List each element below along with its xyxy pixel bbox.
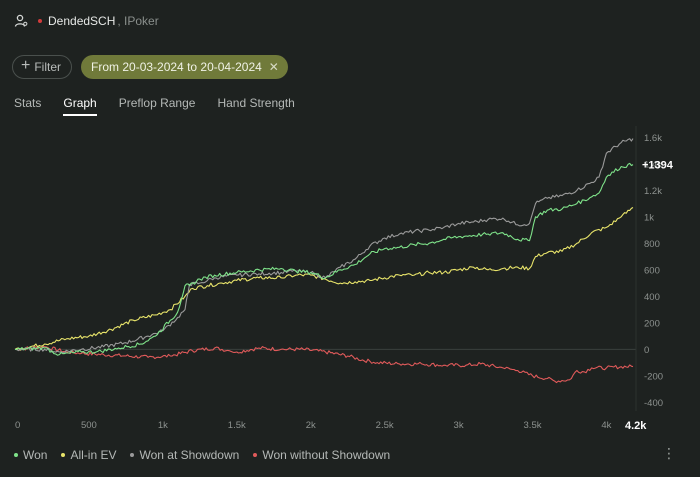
plus-icon: + [21, 57, 31, 74]
x-tick-label: 0 [15, 420, 20, 431]
date-range-chip[interactable]: From 20-03-2024 to 20-04-2024 ✕ [81, 55, 288, 79]
kebab-menu-icon[interactable]: ⋮ [662, 445, 676, 461]
legend-dot-icon [14, 453, 18, 457]
chart-legend: Won All-in EV Won at Showdown Won without S… [14, 448, 390, 462]
y-tick-label: 400 [644, 292, 660, 303]
user-gear-icon[interactable] [14, 14, 28, 28]
chart-series [14, 138, 634, 384]
x-tick-label: 2.5k [376, 420, 394, 431]
x-tick-label: 2k [306, 420, 316, 431]
series-line-won [14, 162, 634, 356]
filter-button[interactable]: + Filter [12, 55, 73, 79]
legend-item[interactable]: All-in EV [61, 448, 116, 462]
y-tick-label: 1.2k [644, 186, 662, 197]
y-tick-label: 1.6k [644, 133, 662, 144]
legend-label: Won [23, 448, 48, 462]
tab-preflop-range[interactable]: Preflop Range [118, 96, 196, 110]
y-tick-label: 600 [644, 265, 660, 276]
network-name: , IPoker [117, 14, 159, 28]
legend-dot-icon [130, 453, 135, 457]
legend-dot-icon [253, 453, 258, 457]
legend-item[interactable]: Won at Showdown [130, 448, 239, 462]
y-tick-label: 1.4k [644, 159, 662, 170]
y-axis-labels: -400 -200 0 200 400 600 800 1k 1.2k 1.4k 1.6k [644, 133, 663, 409]
legend-label: Won without Showdown [262, 448, 391, 462]
player-name: DendedSCH [48, 14, 116, 28]
legend-label: All-in EV [70, 448, 117, 462]
x-tick-label: 1k [158, 420, 168, 431]
tab-hand-strength[interactable]: Hand Strength [217, 96, 295, 110]
filter-label: Filter [34, 60, 62, 74]
x-tick-label: 3.5k [524, 420, 542, 431]
x-tick-label: 500 [81, 420, 97, 431]
player-header: DendedSCH , IPoker [14, 12, 159, 30]
y-tick-label: 800 [644, 239, 660, 250]
date-range-label: From 20-03-2024 to 20-04-2024 [91, 60, 262, 74]
end-labels: +1394 [642, 160, 674, 172]
legend-label: Won at Showdown [139, 448, 240, 462]
legend-item[interactable]: Won [14, 448, 47, 462]
tab-graph[interactable]: Graph [63, 96, 97, 116]
y-tick-label: -200 [644, 371, 663, 382]
series-line-won-without-showdown [14, 345, 634, 384]
x-end-label: 4.2k [625, 420, 647, 432]
x-tick-label: 1.5k [228, 420, 246, 431]
x-tick-label: 3k [454, 420, 464, 431]
legend-dot-icon [61, 453, 66, 457]
filter-bar: + Filter From 20-03-2024 to 20-04-2024 ✕ [12, 55, 288, 79]
tab-bar: Stats Graph Preflop Range Hand Strength [14, 96, 295, 116]
x-axis-labels: 0 500 1k 1.5k 2k 2.5k 3k 3.5k 4k 4.2k [15, 420, 647, 432]
series-line-won-at-showdown [14, 138, 634, 354]
y-tick-label: -400 [644, 398, 663, 409]
close-icon[interactable]: ✕ [268, 60, 279, 74]
status-indicator-icon [38, 19, 42, 23]
x-tick-label: 4k [601, 420, 611, 431]
y-tick-label: 200 [644, 318, 660, 329]
y-tick-label: 0 [644, 345, 649, 356]
end-value-label: +1394 [642, 160, 674, 172]
y-tick-label: 1k [644, 212, 654, 223]
chart-grid [15, 126, 637, 411]
tab-stats[interactable]: Stats [14, 96, 42, 110]
legend-item[interactable]: Won without Showdown [253, 448, 390, 462]
